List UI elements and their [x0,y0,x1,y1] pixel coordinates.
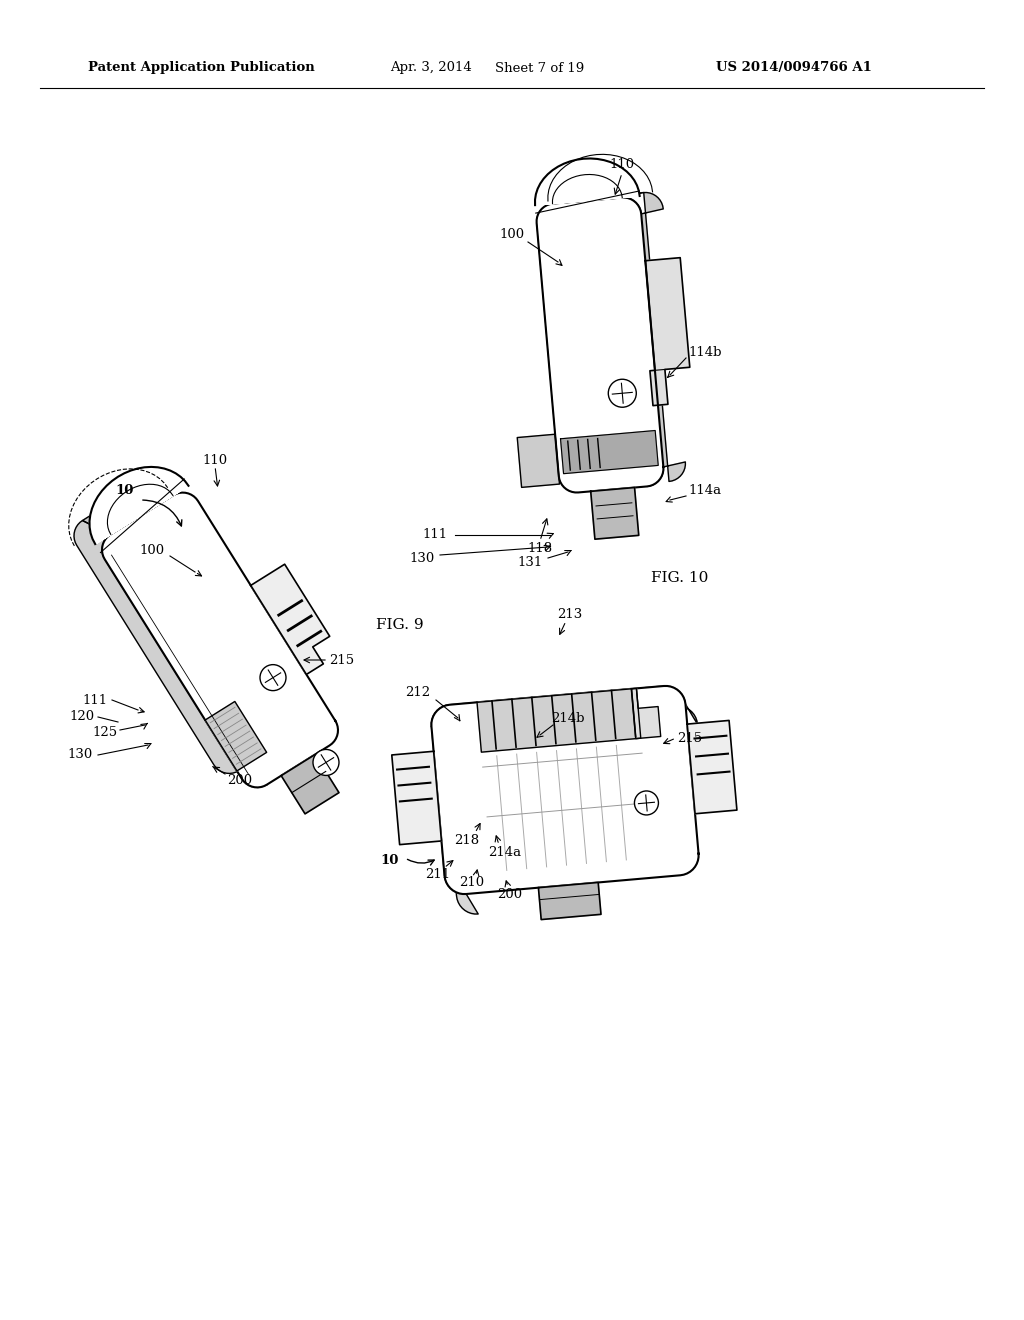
Polygon shape [431,686,698,894]
Text: Sheet 7 of 19: Sheet 7 of 19 [495,62,585,74]
Circle shape [635,791,658,814]
Text: Patent Application Publication: Patent Application Publication [88,62,314,74]
Polygon shape [251,564,330,675]
Polygon shape [687,721,737,813]
Text: 130: 130 [68,748,92,762]
Text: 125: 125 [92,726,118,738]
Text: 211: 211 [425,867,451,880]
Text: 100: 100 [500,228,524,242]
Polygon shape [431,705,478,913]
Circle shape [260,665,286,690]
Text: 120: 120 [70,710,94,723]
Polygon shape [517,434,559,487]
Polygon shape [431,686,697,746]
Text: 200: 200 [227,774,253,787]
Text: 10: 10 [381,854,399,866]
Text: FIG. 9: FIG. 9 [376,618,424,632]
Polygon shape [553,193,644,203]
Polygon shape [591,487,639,539]
Polygon shape [205,701,266,771]
Text: 111: 111 [83,693,108,706]
Polygon shape [477,689,641,752]
Polygon shape [282,755,339,814]
Polygon shape [535,158,640,205]
Text: 200: 200 [498,887,522,900]
Text: 100: 100 [139,544,165,557]
Text: 10: 10 [116,483,134,496]
Polygon shape [89,467,188,544]
Polygon shape [560,430,658,474]
Polygon shape [537,198,664,492]
Text: 114b: 114b [688,346,722,359]
Text: 110: 110 [609,158,635,172]
Text: 130: 130 [410,552,434,565]
Polygon shape [632,689,660,739]
Text: 215: 215 [678,731,702,744]
Text: 118: 118 [527,541,553,554]
Text: FIG. 10: FIG. 10 [651,572,709,585]
Polygon shape [102,492,338,788]
Text: 214b: 214b [551,711,585,725]
Polygon shape [622,193,685,487]
Polygon shape [83,482,173,535]
Circle shape [608,379,636,408]
Text: 212: 212 [406,685,430,698]
Polygon shape [539,883,601,920]
Polygon shape [392,751,441,845]
Text: 210: 210 [460,875,484,888]
Text: 110: 110 [203,454,227,466]
Text: 214a: 214a [488,846,521,858]
Text: 215: 215 [330,653,354,667]
Text: 114a: 114a [688,483,721,496]
Polygon shape [74,520,267,788]
Polygon shape [645,257,690,405]
Text: 111: 111 [423,528,447,541]
Text: US 2014/0094766 A1: US 2014/0094766 A1 [716,62,871,74]
Circle shape [313,750,339,775]
Text: 218: 218 [455,833,479,846]
Text: Apr. 3, 2014: Apr. 3, 2014 [390,62,472,74]
Text: 131: 131 [517,556,543,569]
Text: 213: 213 [557,607,583,620]
